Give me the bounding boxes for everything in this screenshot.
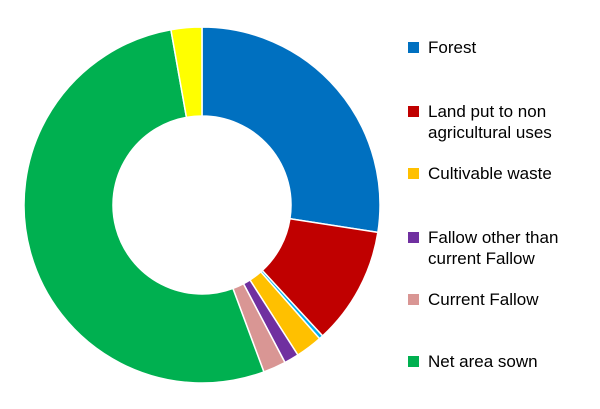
legend-swatch xyxy=(408,356,419,367)
legend-label: Cultivable waste xyxy=(428,164,552,183)
chart-legend: Forest Land put to non agricultural uses… xyxy=(408,0,598,409)
legend-label: Fallow other than current Fallow xyxy=(428,228,559,268)
legend-item-non-agricultural: Land put to non agricultural uses xyxy=(408,101,598,143)
legend-label: Current Fallow xyxy=(428,290,539,309)
doughnut-slice-7 xyxy=(170,26,203,119)
legend-swatch xyxy=(408,106,419,117)
legend-swatch xyxy=(408,42,419,53)
legend-label: Forest xyxy=(428,38,477,57)
legend-label: Net area sown xyxy=(428,352,538,371)
doughnut-slices xyxy=(23,26,381,384)
legend-swatch xyxy=(408,168,419,179)
legend-item-net-area-sown: Net area sown xyxy=(408,351,598,372)
legend-item-current-fallow: Current Fallow xyxy=(408,289,598,310)
legend-item-cultivable-waste: Cultivable waste xyxy=(408,163,598,184)
legend-label: Land put to non agricultural uses xyxy=(428,102,552,142)
legend-item-forest: Forest xyxy=(408,37,598,58)
legend-item-fallow-other: Fallow other than current Fallow xyxy=(408,227,598,269)
doughnut-slice-0 xyxy=(201,26,381,234)
doughnut-chart xyxy=(23,26,381,384)
legend-swatch xyxy=(408,232,419,243)
legend-swatch xyxy=(408,294,419,305)
doughnut-slice-6 xyxy=(23,28,265,384)
